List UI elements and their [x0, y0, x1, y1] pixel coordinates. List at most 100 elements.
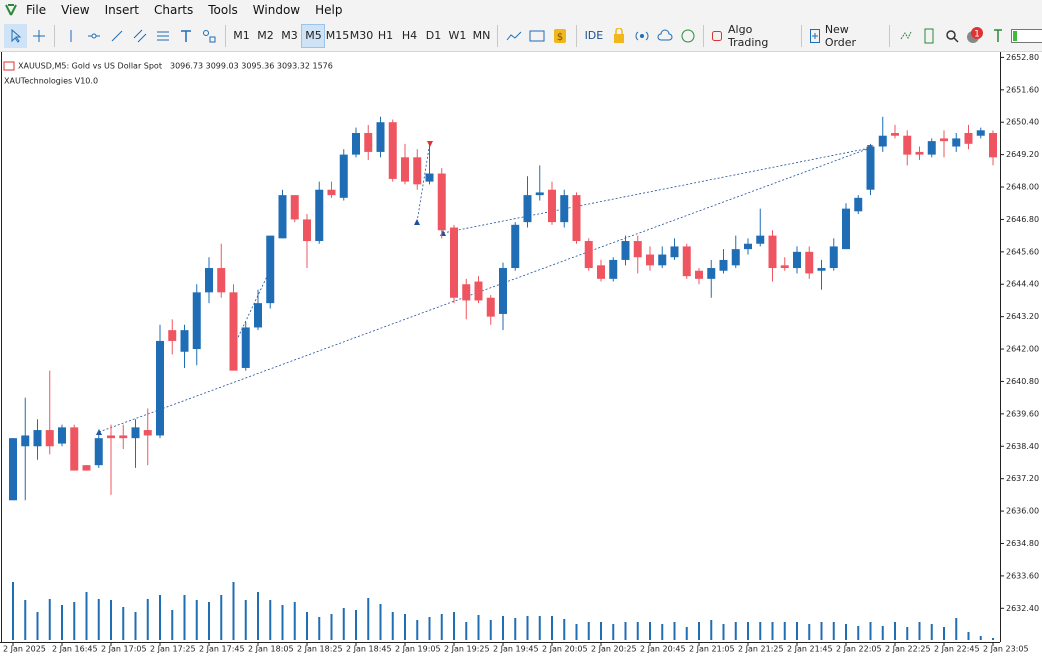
candle-body	[866, 146, 875, 190]
lock[interactable]	[607, 24, 630, 48]
timeframe-button[interactable]: M5	[301, 23, 326, 48]
timeframe-button[interactable]: M15	[325, 29, 350, 42]
badge-count: 1	[974, 29, 980, 39]
icon	[635, 31, 649, 40]
y-tick-label: 2646.80	[1006, 215, 1039, 224]
x-tick-label: 2 Jan 19:05	[395, 645, 441, 654]
timeframe-button[interactable]: H1	[377, 29, 394, 42]
menu-item[interactable]: File	[26, 3, 47, 17]
candle-body	[609, 259, 618, 279]
timeframe-button[interactable]: MN	[472, 29, 491, 42]
menu-item[interactable]: Help	[315, 3, 343, 17]
x-tick-label: 2 Jan 21:05	[689, 645, 735, 654]
app-logo	[5, 4, 17, 16]
icon	[70, 29, 72, 42]
candle-body	[33, 430, 42, 447]
candle-body	[842, 208, 850, 250]
symbol-icon	[3, 61, 15, 71]
y-tick-label: 2648.00	[1006, 183, 1039, 192]
algo-trading-button[interactable]: Algo Trading	[708, 22, 797, 49]
y-tick-label: 2650.40	[1006, 118, 1039, 127]
shapes-tool[interactable]	[197, 24, 220, 48]
y-tick-label: 2651.60	[1006, 85, 1039, 94]
candle-body	[229, 292, 238, 371]
icon	[681, 29, 695, 42]
candle-body	[425, 173, 434, 182]
y-tick-label: 2649.20	[1006, 150, 1039, 159]
x-tick-label: 2 Jan 20:25	[591, 645, 637, 654]
vline-tool[interactable]	[59, 24, 82, 48]
timeframe-button[interactable]: M30	[349, 29, 374, 42]
menu-item[interactable]: Tools	[208, 3, 238, 17]
candle-body	[780, 265, 789, 269]
candle-body	[119, 435, 128, 439]
menu-item[interactable]: Window	[252, 3, 301, 17]
chart: XAUUSD,M5: Gold vs US Dollar Spot 3096.7…	[0, 52, 1042, 658]
y-tick-label: 2643.20	[1006, 312, 1039, 321]
indicators[interactable]	[502, 24, 525, 48]
new-order-button[interactable]: New Order	[806, 23, 885, 49]
timeframe-button[interactable]: W1	[448, 29, 467, 42]
icon	[156, 31, 169, 40]
signals[interactable]	[630, 24, 653, 48]
candle-body	[107, 435, 115, 439]
notifications[interactable]: 1	[963, 24, 986, 48]
x-tick-label: 2 Jan 18:05	[248, 645, 294, 654]
cursor-tool[interactable]	[4, 23, 28, 48]
candle-body	[401, 157, 409, 182]
ide-button[interactable]: IDE	[584, 29, 604, 42]
y-tick-label: 2632.40	[1006, 604, 1039, 613]
candle-body	[989, 133, 997, 158]
candle-body	[486, 297, 495, 317]
channel-tool[interactable]	[128, 24, 151, 48]
timeframe-button[interactable]: M1	[233, 29, 250, 42]
templates[interactable]	[525, 24, 548, 48]
candle-body	[597, 265, 605, 279]
algo-trading-label: Algo Trading	[728, 22, 769, 49]
menu-item[interactable]: Insert	[104, 3, 139, 17]
text-tool[interactable]	[174, 24, 197, 48]
svg-text:$: $	[557, 32, 563, 43]
trendline-tool[interactable]	[105, 24, 128, 48]
x-tick-label: 2 Jan 23:05	[983, 645, 1029, 654]
candle-body	[437, 173, 446, 231]
icon	[11, 28, 21, 43]
candle-body	[352, 133, 360, 155]
candle-body	[695, 270, 703, 279]
x-tick-label: 2 Jan 17:45	[199, 645, 245, 654]
candle-body	[817, 268, 826, 271]
oneclick[interactable]	[917, 24, 940, 48]
candle-body	[670, 246, 679, 258]
candle-body	[878, 135, 887, 147]
search[interactable]	[940, 24, 963, 48]
candle-body	[303, 219, 311, 242]
x-tick-label: 2 Jan 22:45	[934, 645, 980, 654]
timeframe-button[interactable]: H4	[401, 29, 418, 42]
candle-body	[376, 122, 385, 152]
community[interactable]	[676, 24, 699, 48]
x-tick-label: 2 Jan 19:45	[493, 645, 539, 654]
candle-body	[584, 241, 593, 269]
candle-body	[168, 330, 177, 341]
timeframes: M1 M2 M3 M5 M15 M30 H1 H4 D1 W1 MN	[229, 23, 493, 48]
hline-tool[interactable]	[82, 24, 105, 48]
separator	[54, 24, 56, 47]
icon	[111, 30, 123, 41]
timeframe-button[interactable]: M3	[281, 29, 298, 42]
icon	[924, 28, 934, 43]
vps[interactable]	[653, 24, 676, 48]
fibo-tool[interactable]	[151, 24, 174, 48]
menu-item[interactable]: Charts	[154, 3, 194, 17]
menu-item[interactable]: View	[61, 3, 90, 17]
account[interactable]	[986, 24, 1009, 48]
timeframe-button[interactable]: D1	[425, 29, 442, 42]
crosshair-tool[interactable]	[27, 24, 50, 48]
depth[interactable]	[894, 24, 917, 48]
icon	[32, 29, 45, 42]
candle-body	[633, 241, 642, 258]
candle-body	[217, 268, 226, 293]
x-tick-label: 2 Jan 21:45	[787, 645, 833, 654]
market[interactable]: $	[549, 24, 572, 48]
timeframe-button[interactable]: M2	[257, 29, 274, 42]
candle-body	[205, 268, 213, 293]
